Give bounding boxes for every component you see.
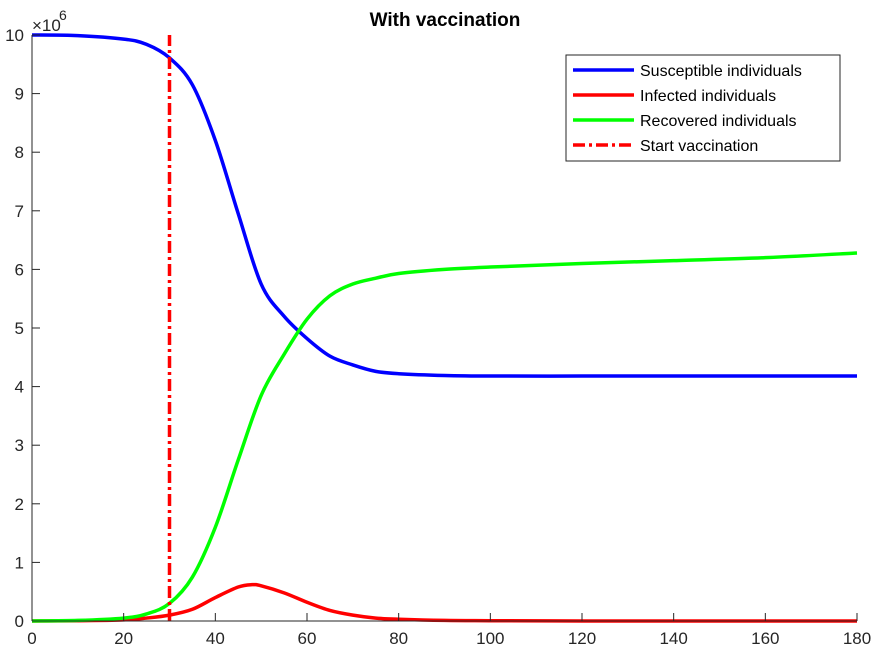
- legend-label-4: Start vaccination: [640, 138, 758, 155]
- y-exponent-base: ×10: [32, 16, 61, 35]
- series-line-1: [31, 33, 857, 378]
- x-tick-label: 120: [568, 629, 596, 648]
- x-tick-label: 40: [206, 629, 225, 648]
- y-tick-label: 2: [15, 495, 24, 514]
- y-tick-label: 0: [15, 612, 24, 631]
- y-tick-label: 5: [15, 319, 24, 338]
- legend-label-3: Recovered individuals: [640, 113, 797, 130]
- x-tick-label: 20: [114, 629, 133, 648]
- chart-title: With vaccination: [370, 10, 521, 31]
- legend: Susceptible individuals Infected individu…: [565, 54, 841, 162]
- y-tick-label: 9: [15, 85, 24, 104]
- legend-label-2: Infected individuals: [640, 88, 776, 105]
- y-tick-label: 6: [15, 260, 24, 279]
- y-tick-label: 10: [5, 26, 24, 45]
- y-tick-label: 4: [15, 378, 24, 397]
- y-tick-label: 1: [15, 553, 24, 572]
- axes: 0 20 40 60 80 100 120 140 160 180 0 1 2 3 4 5 6 7 8 9 10: [5, 26, 871, 648]
- y-exponent-power: 6: [59, 7, 67, 23]
- legend-box: [565, 54, 841, 162]
- x-tick-label: 180: [843, 629, 871, 648]
- x-tick-label: 80: [389, 629, 408, 648]
- x-tick-label: 140: [659, 629, 687, 648]
- y-tick-label: 8: [15, 143, 24, 162]
- x-tick-label: 100: [476, 629, 504, 648]
- series-line-3: [31, 251, 858, 623]
- y-tick-label: 3: [15, 436, 24, 455]
- x-tick-label: 0: [27, 629, 36, 648]
- x-tick-label: 160: [751, 629, 779, 648]
- y-axis-exponent: ×10 6: [32, 7, 67, 35]
- y-tick-label: 7: [15, 202, 24, 221]
- x-tick-label: 60: [298, 629, 317, 648]
- legend-label-1: Susceptible individuals: [640, 63, 802, 80]
